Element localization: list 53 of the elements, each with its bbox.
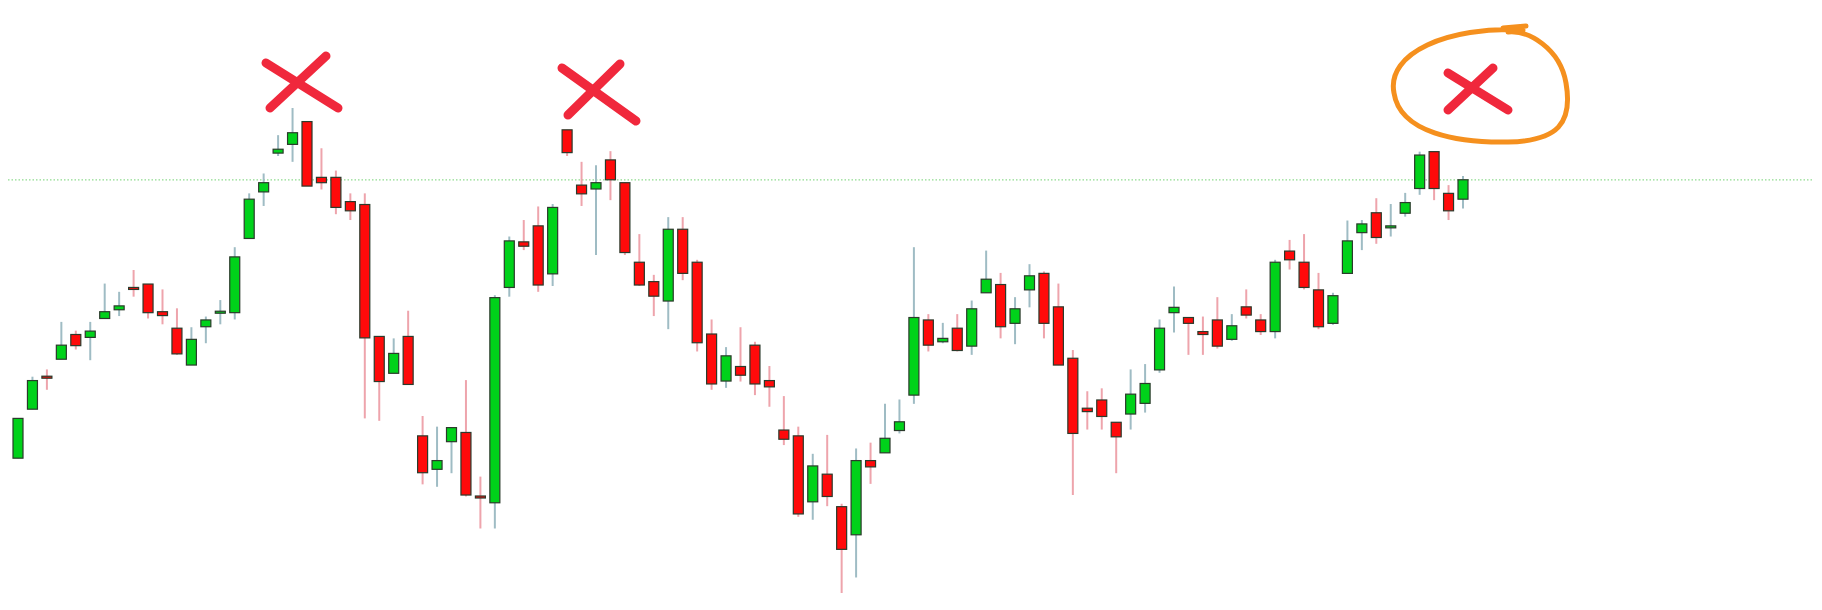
candlestick [1442, 184, 1455, 222]
candlestick [272, 134, 284, 158]
candlestick [55, 320, 67, 361]
candlestick [864, 441, 877, 485]
candlestick [1096, 387, 1108, 431]
candlestick [128, 268, 140, 298]
candlestick [1023, 263, 1036, 309]
candlestick [1139, 363, 1151, 414]
candlestick [604, 150, 617, 202]
candlestick [286, 107, 299, 163]
candlestick [1356, 219, 1368, 252]
candlestick [1240, 288, 1252, 320]
candlestick [763, 365, 775, 408]
candlestick [1284, 238, 1296, 271]
candlestick [431, 425, 443, 488]
candlestick [258, 172, 270, 207]
candlestick [388, 337, 400, 375]
candlestick [1125, 368, 1137, 431]
candlestick [1168, 285, 1180, 334]
candlestick [590, 164, 602, 256]
candlestick [113, 290, 125, 318]
candlestick [1182, 316, 1195, 356]
candlestick [200, 315, 212, 345]
candlestick [1009, 296, 1021, 346]
candlestick [633, 233, 645, 287]
candlestick [778, 395, 790, 447]
candlestick [1226, 313, 1238, 342]
candlestick [84, 320, 96, 362]
candlestick [315, 147, 328, 191]
candlestick [99, 282, 111, 320]
candlestick [1255, 313, 1267, 336]
candlestick [445, 426, 458, 475]
candlestick [1110, 421, 1122, 475]
candlestick [734, 326, 747, 383]
candlestick [821, 433, 833, 508]
candlestick [561, 128, 573, 158]
candlestick [1385, 203, 1397, 238]
candlestick [1399, 191, 1411, 218]
candlestick [70, 329, 82, 351]
candlestick [1197, 315, 1209, 356]
candlestick [518, 219, 530, 252]
candlestick [951, 313, 963, 353]
candlestick [575, 160, 588, 207]
candlestick [214, 299, 226, 326]
candlestick [1457, 174, 1469, 210]
candlestick [893, 398, 906, 435]
candlestick [156, 288, 169, 326]
candlestick [344, 192, 356, 222]
candlestick [879, 402, 891, 454]
candlestick [648, 273, 660, 318]
candlestick [980, 249, 992, 294]
candlestick [41, 368, 53, 391]
candlestick [474, 475, 486, 530]
